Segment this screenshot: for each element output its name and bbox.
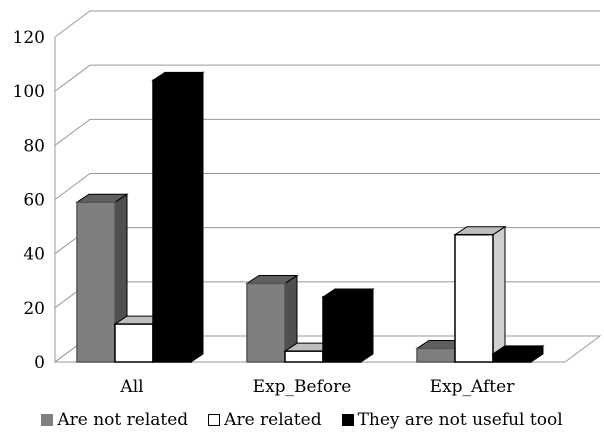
chart-legend: Are not related Are related They are not u… <box>0 400 604 432</box>
gridline <box>54 173 600 200</box>
x-tick-label: All <box>119 377 143 397</box>
legend-swatch <box>341 414 354 426</box>
bar <box>322 296 362 363</box>
bar <box>284 350 324 363</box>
legend-label: Are related <box>224 410 322 430</box>
bar <box>114 323 154 363</box>
x-tick-label: Exp_After <box>430 377 516 397</box>
y-tick-label: 80 <box>23 136 45 156</box>
y-tick-label: 40 <box>23 245 45 265</box>
bar <box>416 347 456 363</box>
legend-item: Are not related <box>41 410 188 430</box>
gridline <box>54 10 600 38</box>
legend-swatch <box>208 414 221 426</box>
gridline <box>54 118 600 146</box>
y-tick-label: 100 <box>13 82 45 102</box>
legend-item: They are not useful tool <box>341 410 563 430</box>
bar <box>76 201 116 363</box>
legend-swatch <box>41 414 54 426</box>
legend-label: They are not useful tool <box>357 410 563 430</box>
legend-label: Are not related <box>57 410 189 430</box>
x-tick-label: Exp_Before <box>253 377 352 397</box>
bar-side <box>190 71 204 363</box>
y-tick-label: 20 <box>23 299 45 319</box>
bar-side <box>360 288 374 363</box>
y-tick-label: 120 <box>13 28 45 48</box>
bar <box>492 353 532 363</box>
chart-plot-area: 0 20 40 60 80 100 120 All Exp_Before Exp_After <box>13 10 602 397</box>
bar <box>454 233 494 363</box>
legend-item: Are related <box>208 410 322 430</box>
bar-side <box>492 225 506 363</box>
bar <box>152 79 192 363</box>
bar <box>246 282 286 363</box>
y-tick-label: 0 <box>34 353 45 373</box>
gridline <box>54 64 600 92</box>
y-tick-label: 60 <box>23 191 45 211</box>
